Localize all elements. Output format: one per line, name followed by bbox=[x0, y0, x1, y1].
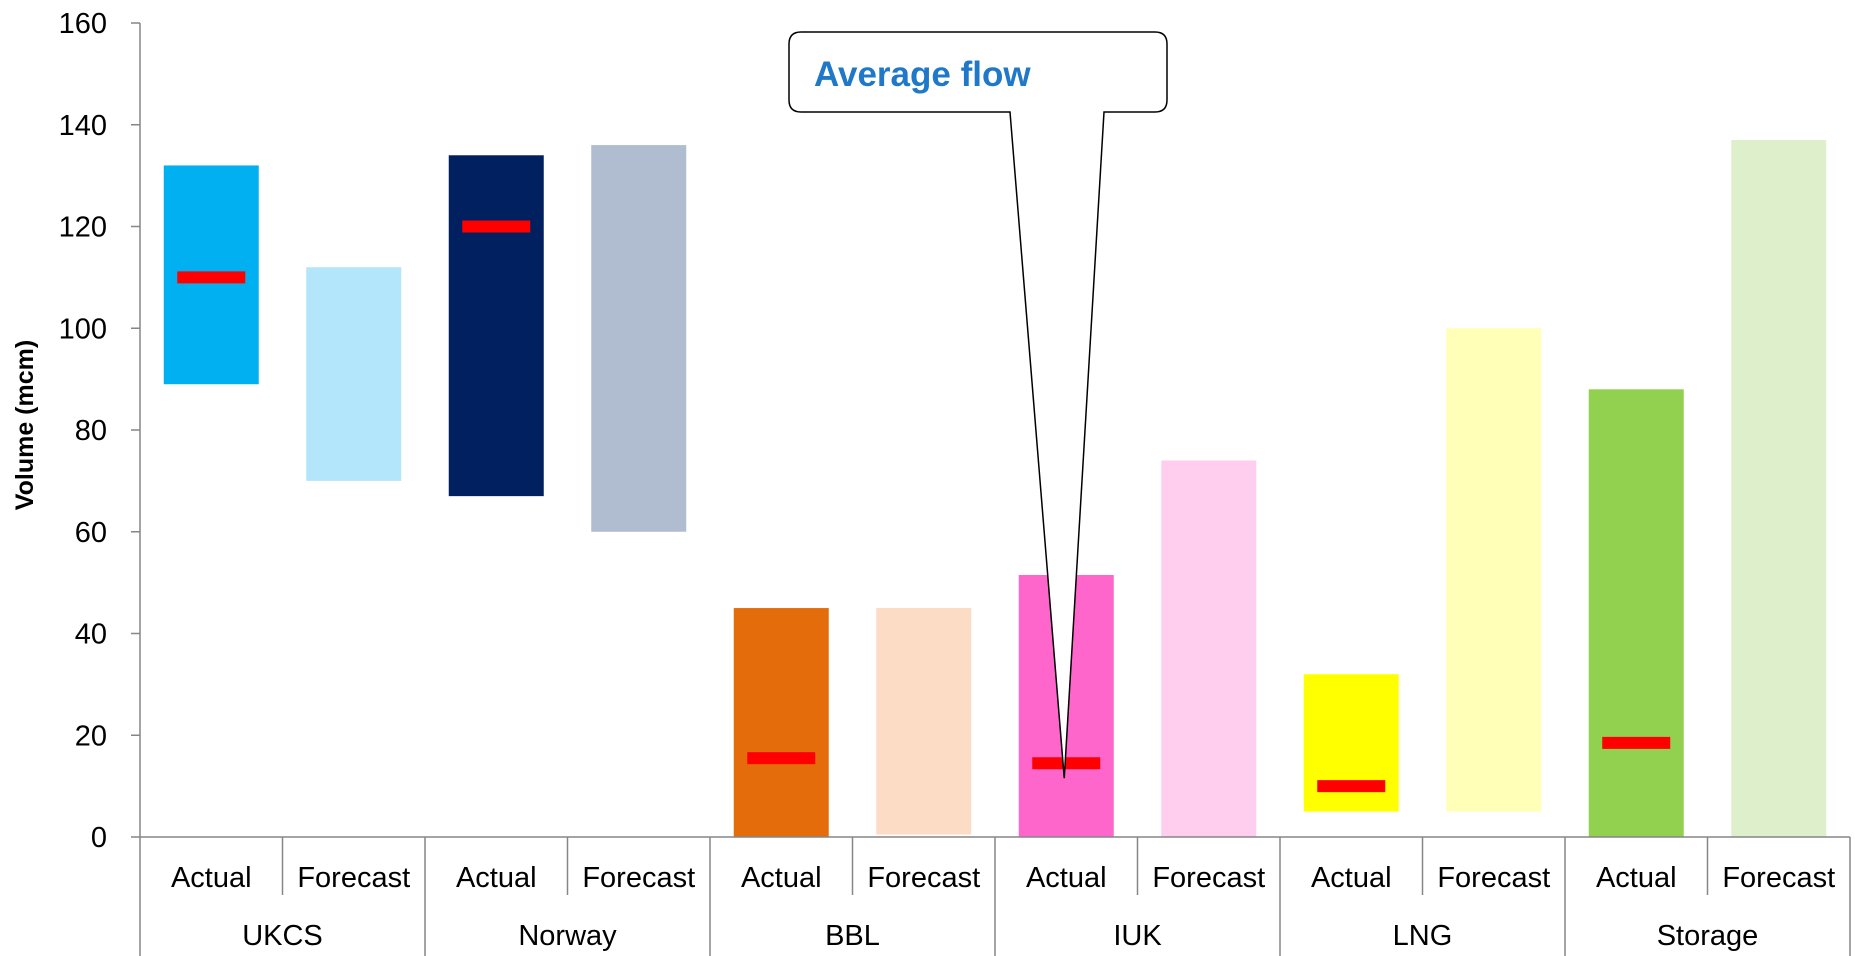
x-group-label: LNG bbox=[1393, 920, 1453, 952]
y-tick-label: 140 bbox=[59, 110, 107, 142]
range-bars bbox=[163, 140, 1827, 837]
average-marker-iuk bbox=[1032, 757, 1101, 770]
x-category-label: Forecast bbox=[867, 862, 980, 894]
average-marker-bbl bbox=[747, 752, 816, 765]
x-category-label: Actual bbox=[1311, 862, 1392, 894]
x-group-label: IUK bbox=[1113, 920, 1162, 952]
range-bar-storage-forecast bbox=[1731, 140, 1827, 837]
average-marker-norway bbox=[462, 220, 531, 233]
y-tick-label: 60 bbox=[75, 517, 107, 549]
y-tick-label: 40 bbox=[75, 619, 107, 651]
x-category-label: Actual bbox=[171, 862, 252, 894]
y-tick-label: 120 bbox=[59, 212, 107, 244]
x-group-label: Storage bbox=[1657, 920, 1759, 952]
y-tick-label: 80 bbox=[75, 415, 107, 447]
x-category-label: Actual bbox=[1596, 862, 1677, 894]
average-markers bbox=[177, 220, 1671, 793]
x-category-label: Forecast bbox=[297, 862, 410, 894]
x-category-label: Forecast bbox=[1437, 862, 1550, 894]
range-bar-ukcs-forecast bbox=[306, 267, 402, 481]
range-bar-lng-forecast bbox=[1446, 328, 1542, 812]
callout-shape bbox=[788, 31, 1168, 779]
range-bar-norway-actual bbox=[448, 155, 544, 497]
x-group-label: Norway bbox=[518, 920, 617, 952]
x-group-label: UKCS bbox=[242, 920, 323, 952]
range-bar-storage-actual bbox=[1588, 389, 1684, 837]
x-group-label: BBL bbox=[825, 920, 880, 952]
y-axis-label: Volume (mcm) bbox=[11, 340, 39, 510]
average-marker-ukcs bbox=[177, 271, 246, 284]
average-marker-lng bbox=[1317, 780, 1386, 793]
x-category-label: Forecast bbox=[1152, 862, 1265, 894]
y-tick-label: 100 bbox=[59, 313, 107, 345]
average-flow-callout: Average flow bbox=[788, 31, 1168, 779]
x-category-label: Forecast bbox=[582, 862, 695, 894]
x-category-label: Actual bbox=[456, 862, 537, 894]
x-axis: Actual Forecast Actual Forecast Actual Foreca… bbox=[139, 836, 1851, 956]
y-tick-label: 0 bbox=[91, 822, 107, 854]
x-category-label: Forecast bbox=[1722, 862, 1835, 894]
y-tick-label: 160 bbox=[59, 8, 107, 40]
x-category-label: Actual bbox=[741, 862, 822, 894]
y-axis: 0 20 40 60 80 100 120 140 160 bbox=[59, 8, 141, 854]
range-bar-iuk-forecast bbox=[1161, 460, 1257, 837]
x-category-label: Actual bbox=[1026, 862, 1107, 894]
average-marker-storage bbox=[1602, 736, 1671, 749]
y-tick-label: 20 bbox=[75, 720, 107, 752]
range-bar-bbl-forecast bbox=[876, 608, 972, 835]
range-bar-norway-forecast bbox=[591, 145, 687, 532]
range-bar-bbl-actual bbox=[733, 608, 829, 837]
callout-text: Average flow bbox=[814, 55, 1031, 94]
